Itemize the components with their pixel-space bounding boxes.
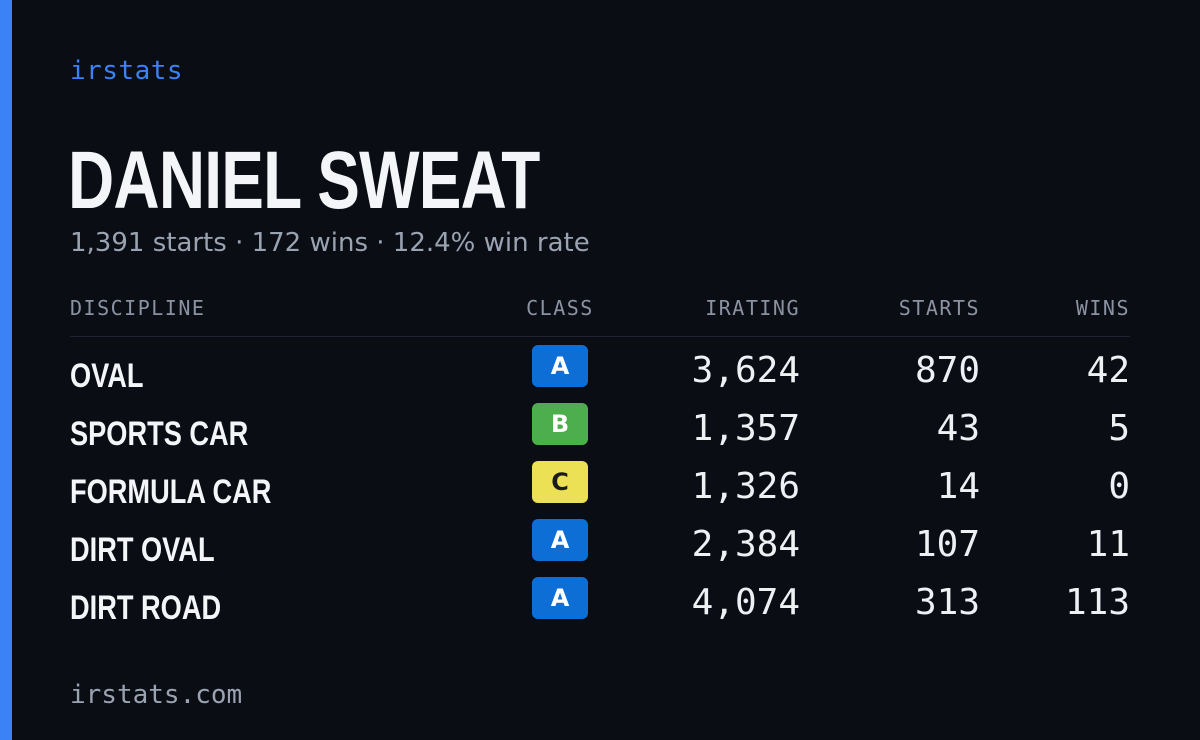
driver-summary: 1,391 starts · 172 wins · 12.4% win rate [70, 228, 590, 258]
table-row: SPORTS CAR B 1,357 43 5 [70, 399, 1130, 457]
class-badge: A [532, 577, 588, 619]
header-discipline: DISCIPLINE [70, 296, 490, 337]
table-row: FORMULA CAR C 1,326 14 0 [70, 457, 1130, 515]
driver-name: DANIEL SWEAT [68, 135, 540, 226]
wins-value: 5 [1108, 407, 1130, 449]
footer-url[interactable]: irstats.com [70, 680, 243, 710]
starts-value: 313 [914, 581, 980, 623]
discipline-name: OVAL [70, 356, 144, 395]
table-row: DIRT OVAL A 2,384 107 11 [70, 515, 1130, 573]
irating-value: 3,624 [691, 349, 800, 391]
header-wins: WINS [980, 296, 1130, 337]
starts-value: 107 [914, 523, 980, 565]
discipline-name: SPORTS CAR [70, 414, 249, 453]
class-badge: B [532, 403, 588, 445]
wins-value: 42 [1086, 349, 1130, 391]
class-badge: A [532, 519, 588, 561]
header-irating: IRATING [630, 296, 800, 337]
brand-logo[interactable]: irstats [70, 56, 184, 86]
accent-bar [0, 0, 12, 740]
wins-value: 0 [1108, 465, 1130, 507]
starts-value: 14 [936, 465, 980, 507]
irating-value: 1,326 [691, 465, 800, 507]
irating-value: 1,357 [691, 407, 800, 449]
starts-value: 870 [914, 349, 980, 391]
table-row: OVAL A 3,624 870 42 [70, 337, 1130, 400]
table-row: DIRT ROAD A 4,074 313 113 [70, 573, 1130, 631]
class-badge: C [532, 461, 588, 503]
table-header-row: DISCIPLINE CLASS IRATING STARTS WINS [70, 296, 1130, 337]
wins-value: 113 [1064, 581, 1130, 623]
irating-value: 2,384 [691, 523, 800, 565]
header-starts: STARTS [800, 296, 980, 337]
discipline-name: DIRT ROAD [70, 588, 222, 627]
discipline-name: FORMULA CAR [70, 472, 272, 511]
header-class: CLASS [490, 296, 630, 337]
discipline-stats-table: DISCIPLINE CLASS IRATING STARTS WINS OVA… [70, 296, 1130, 631]
wins-value: 11 [1086, 523, 1130, 565]
irating-value: 4,074 [691, 581, 800, 623]
class-badge: A [532, 345, 588, 387]
starts-value: 43 [936, 407, 980, 449]
discipline-name: DIRT OVAL [70, 530, 215, 569]
